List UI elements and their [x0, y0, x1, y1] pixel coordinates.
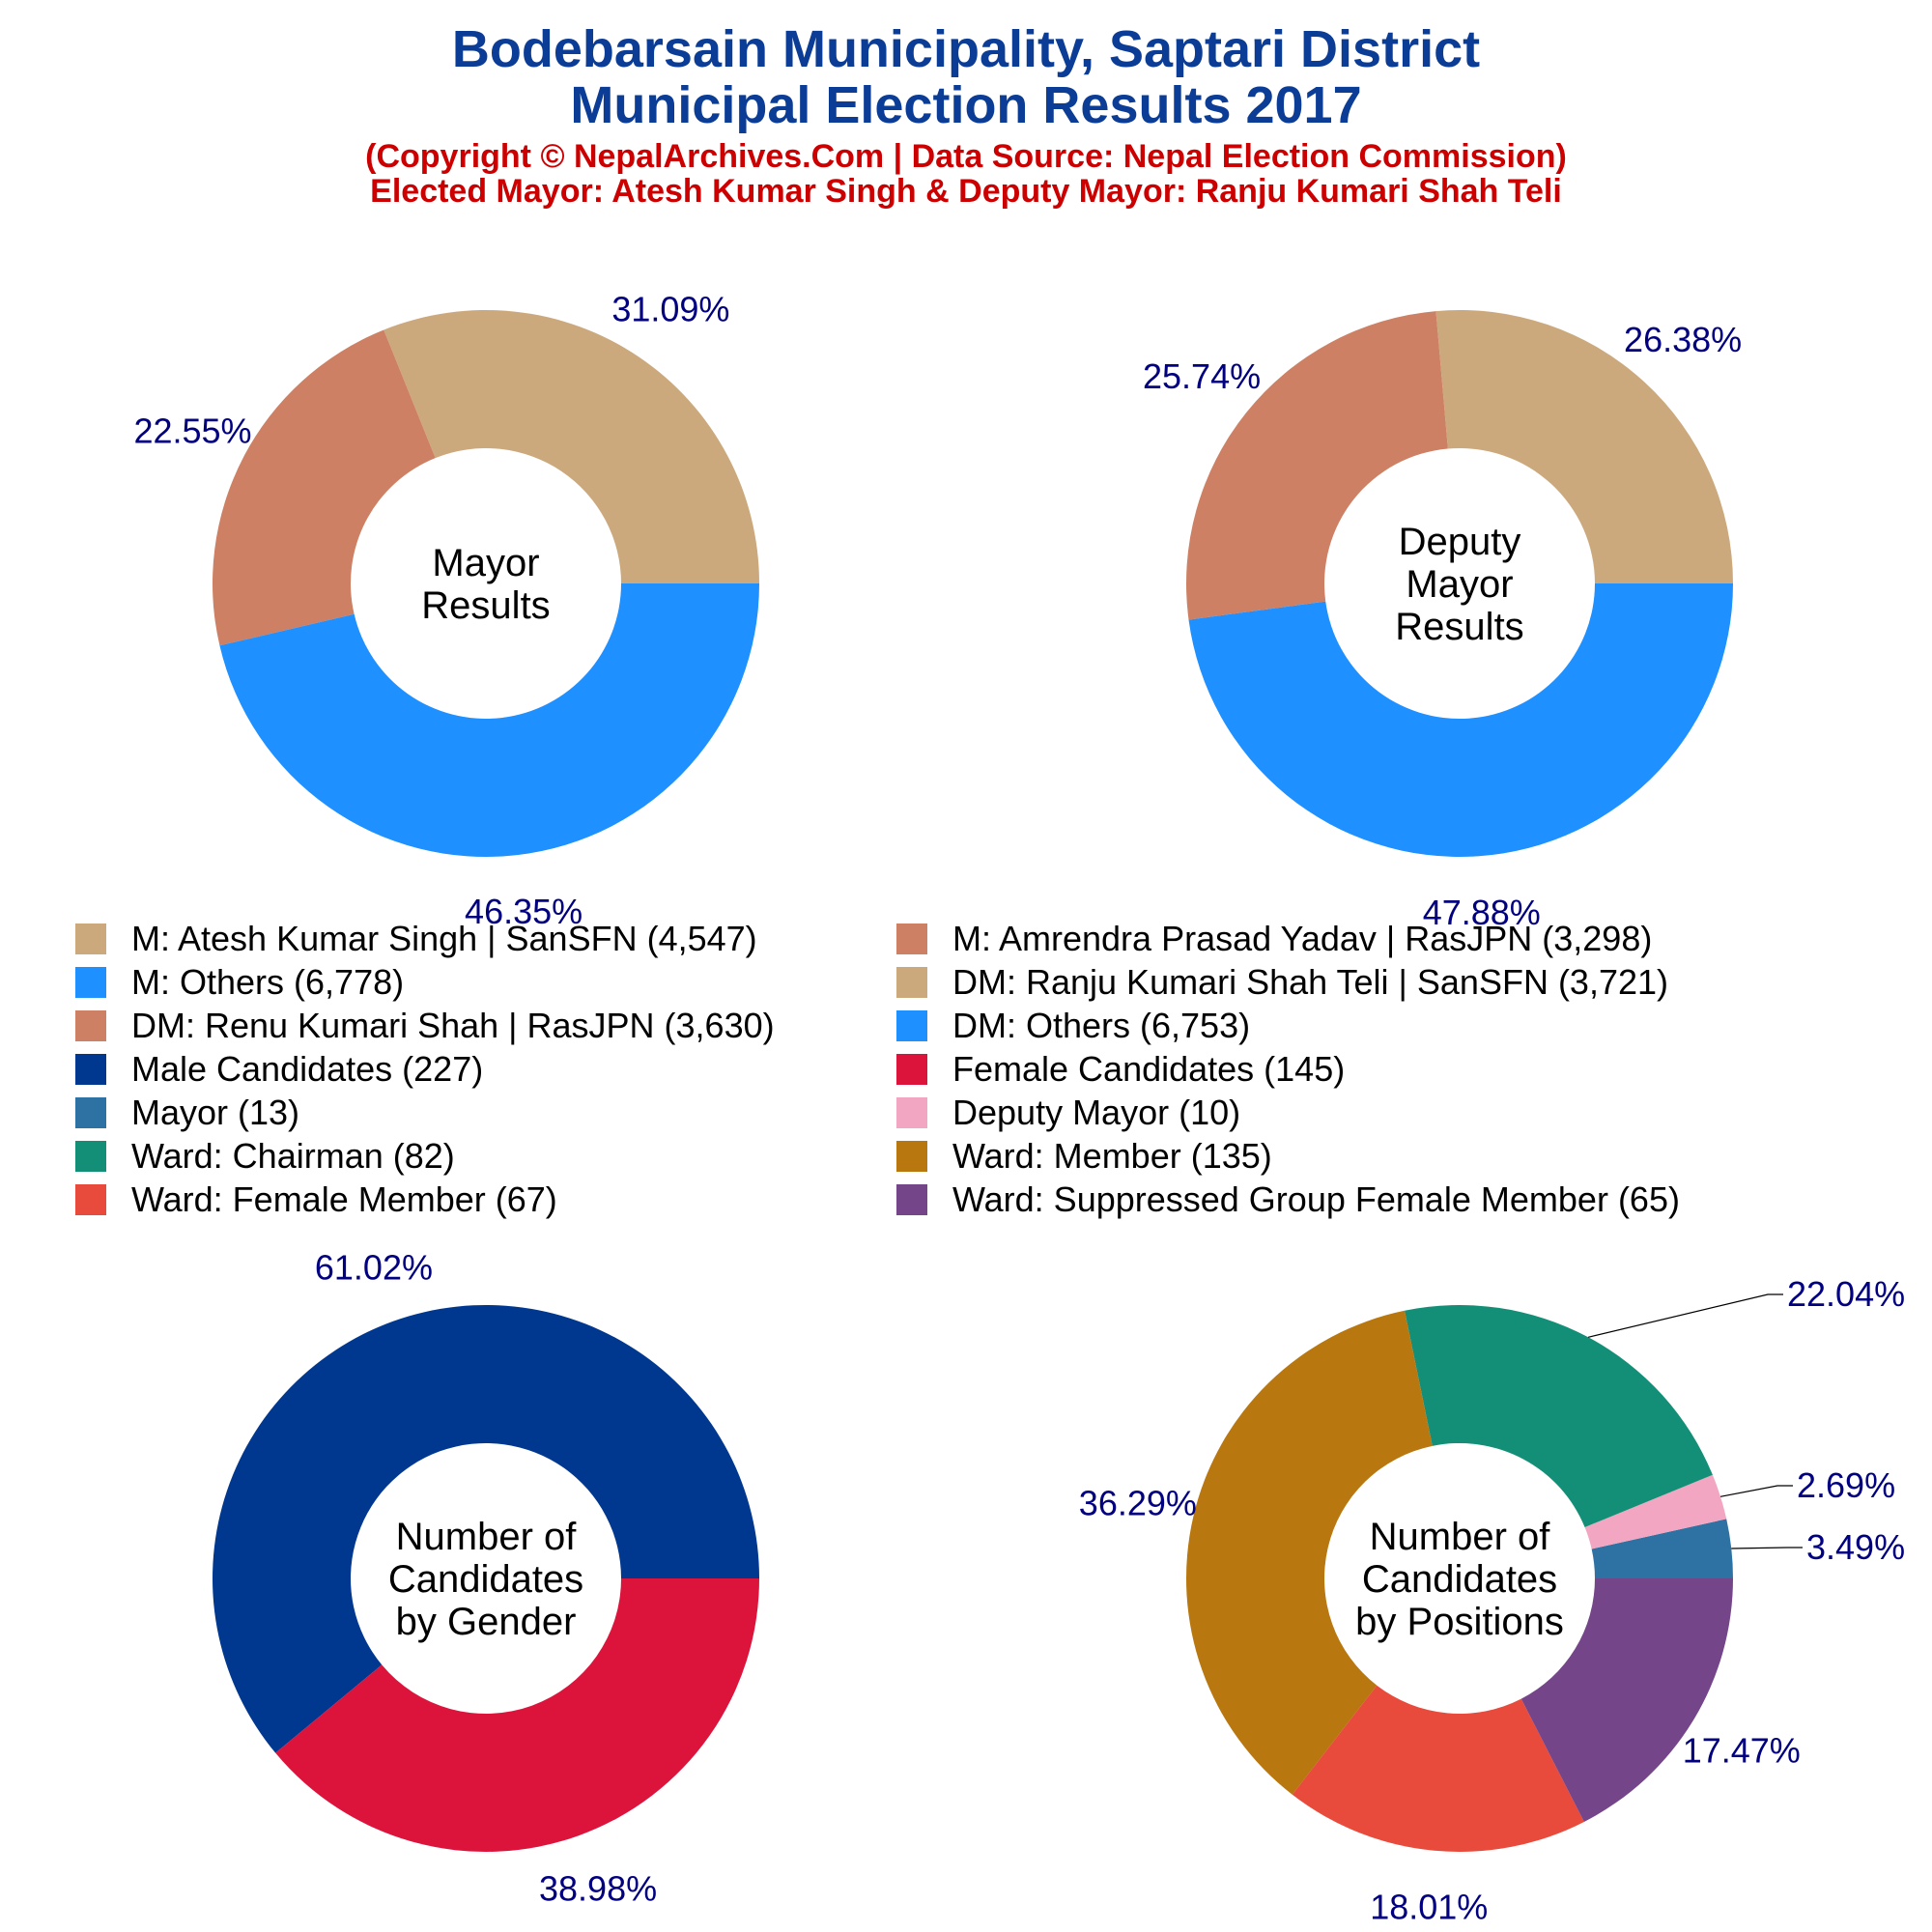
donut-center-label: Mayor	[1406, 563, 1513, 606]
chart-titles: Bodebarsain Municipality, Saptari Distri…	[0, 21, 1932, 209]
legend-label: DM: Ranju Kumari Shah Teli | SanSFN (3,7…	[952, 962, 1669, 1002]
pie-slice	[1435, 310, 1733, 583]
legend-label: Female Candidates (145)	[952, 1049, 1346, 1089]
donut-center-label: Results	[1395, 606, 1523, 648]
slice-percent-label: 2.69%	[1797, 1465, 1895, 1505]
donut-center-label: by Positions	[1355, 1601, 1564, 1643]
legend-label: M: Others (6,778)	[131, 962, 405, 1002]
legend-label: Male Candidates (227)	[131, 1049, 484, 1089]
slice-percent-label: 38.98%	[539, 1869, 657, 1909]
slice-percent-label: 36.29%	[1079, 1484, 1197, 1523]
slice-percent-label: 22.04%	[1787, 1274, 1905, 1314]
slice-percent-label: 22.55%	[133, 411, 251, 450]
chart-subtitle-line1: (Copyright © NepalArchives.Com | Data So…	[365, 138, 1567, 175]
pie-slice	[219, 583, 760, 858]
legend-label: Ward: Chairman (82)	[131, 1136, 455, 1176]
legend-swatch	[75, 1141, 106, 1172]
legend-label: M: Amrendra Prasad Yadav | RasJPN (3,298…	[952, 919, 1653, 958]
slice-percent-label: 47.88%	[1423, 893, 1541, 932]
donut-center-label: Number of	[1370, 1516, 1551, 1558]
slice-percent-label: 25.74%	[1143, 356, 1261, 396]
donut-center-label: Number of	[396, 1516, 578, 1558]
legend-swatch	[896, 967, 927, 998]
legend-label: DM: Renu Kumari Shah | RasJPN (3,630)	[131, 1006, 775, 1045]
pie-slice	[1188, 583, 1734, 858]
chart-title-line2: Municipal Election Results 2017	[570, 76, 1362, 134]
pie-slice	[275, 1578, 759, 1852]
pie-slice	[1584, 1474, 1727, 1549]
legend-label: Mayor (13)	[131, 1093, 300, 1132]
legend-item: M: Atesh Kumar Singh | SanSFN (4,547)	[75, 918, 757, 960]
pie-slice	[212, 1304, 759, 1753]
legend-swatch	[896, 1184, 927, 1215]
donut-center-label: Candidates	[388, 1558, 583, 1601]
donut-chart-4: 3.49% 2.69% 22.04% 36.29% 18.01% 17.47% Number…	[1079, 1274, 1905, 1927]
donut-center-label: Mayor	[432, 542, 539, 584]
legend-item: DM: Others (6,753)	[896, 1005, 1250, 1047]
slice-percent-label: 46.35%	[465, 892, 582, 931]
pie-slice	[384, 310, 759, 583]
legend-item: Ward: Member (135)	[896, 1135, 1272, 1178]
donut-center-label: by Gender	[396, 1601, 577, 1643]
donut-center-label: Candidates	[1362, 1558, 1557, 1601]
pie-slice	[1591, 1519, 1734, 1578]
legend-item: Deputy Mayor (10)	[896, 1092, 1240, 1134]
legend-item: DM: Ranju Kumari Shah Teli | SanSFN (3,7…	[896, 961, 1668, 1004]
legend-label: Ward: Female Member (67)	[131, 1179, 557, 1219]
legend-label: Ward: Suppressed Group Female Member (65…	[952, 1179, 1680, 1219]
slice-percent-label: 61.02%	[315, 1247, 433, 1287]
legend-item: M: Amrendra Prasad Yadav | RasJPN (3,298…	[896, 918, 1652, 960]
legend-swatch	[896, 1141, 927, 1172]
legend-label: Deputy Mayor (10)	[952, 1093, 1241, 1132]
legend-label: Ward: Member (135)	[952, 1136, 1272, 1176]
legend-swatch	[75, 1097, 106, 1128]
slice-percent-label: 3.49%	[1806, 1527, 1905, 1567]
legend-swatch	[896, 923, 927, 954]
pie-slice	[212, 329, 436, 646]
donut-center-label: Results	[421, 584, 550, 627]
chart-title-line1: Bodebarsain Municipality, Saptari Distri…	[451, 20, 1481, 78]
legend-swatch	[75, 967, 106, 998]
legend-item: Ward: Chairman (82)	[75, 1135, 455, 1178]
slice-percent-label: 31.09%	[611, 290, 729, 329]
slice-percent-label: 17.47%	[1683, 1730, 1801, 1770]
legend-item: DM: Renu Kumari Shah | RasJPN (3,630)	[75, 1005, 775, 1047]
pie-slice	[1292, 1685, 1584, 1853]
legend-item: M: Others (6,778)	[75, 961, 404, 1004]
legend-item: Ward: Suppressed Group Female Member (65…	[896, 1179, 1680, 1221]
leader-line	[1719, 1485, 1793, 1497]
pie-slice	[1405, 1305, 1713, 1527]
pie-slice	[1520, 1578, 1733, 1822]
legend-swatch	[75, 1010, 106, 1041]
pie-slice	[1185, 1310, 1433, 1795]
slice-percent-label: 18.01%	[1370, 1888, 1488, 1927]
legend-swatch	[75, 923, 106, 954]
legend-label: M: Atesh Kumar Singh | SanSFN (4,547)	[131, 919, 757, 958]
pie-slice	[1186, 311, 1448, 620]
legend-swatch	[75, 1184, 106, 1215]
leader-line	[1588, 1293, 1783, 1338]
legend-item: Ward: Female Member (67)	[75, 1179, 557, 1221]
legend-swatch	[896, 1097, 927, 1128]
legend-item: Female Candidates (145)	[896, 1048, 1345, 1091]
legend-swatch	[896, 1010, 927, 1041]
legend-label: DM: Others (6,753)	[952, 1006, 1251, 1045]
legend-item: Male Candidates (227)	[75, 1048, 483, 1091]
donut-center-label: Deputy	[1399, 521, 1521, 563]
chart-subtitle-line2: Elected Mayor: Atesh Kumar Singh & Deput…	[370, 173, 1562, 210]
legend-item: Mayor (13)	[75, 1092, 299, 1134]
legend-swatch	[896, 1054, 927, 1085]
slice-percent-label: 26.38%	[1624, 320, 1742, 359]
legend-swatch	[75, 1054, 106, 1085]
